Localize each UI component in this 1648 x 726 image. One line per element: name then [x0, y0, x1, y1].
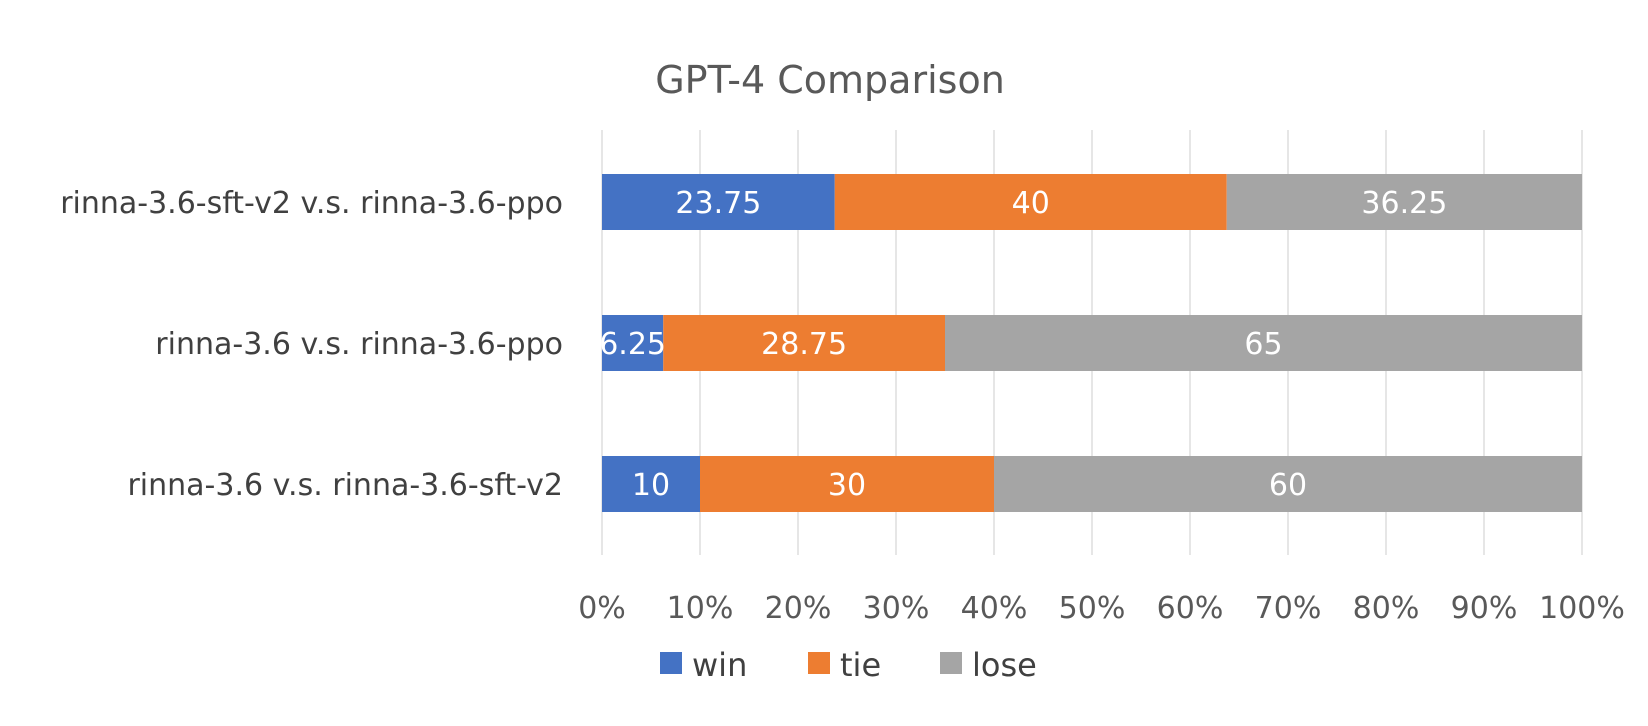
category-label: rinna-3.6-sft-v2 v.s. rinna-3.6-ppo	[60, 186, 563, 221]
bar-segment-lose	[945, 315, 1582, 371]
bar-segment-tie	[663, 315, 945, 371]
legend-swatch-win	[660, 652, 682, 674]
x-tick-label: 90%	[1451, 591, 1518, 626]
x-tick-label: 20%	[765, 591, 832, 626]
category-label: rinna-3.6 v.s. rinna-3.6-sft-v2	[127, 468, 563, 503]
data-label: 10	[632, 468, 670, 503]
x-tick-label: 10%	[667, 591, 734, 626]
x-tick-label: 70%	[1255, 591, 1322, 626]
data-labels: 23.75 40 36.25 6.25 28.75 65 10 30 60	[599, 186, 1447, 503]
x-tick-label: 30%	[863, 591, 930, 626]
chart-title: GPT-4 Comparison	[655, 58, 1005, 102]
x-axis-tick-labels: 0% 10% 20% 30% 40% 50% 60% 70% 80% 90% 100%	[578, 591, 1625, 626]
category-label: rinna-3.6 v.s. rinna-3.6-ppo	[155, 327, 563, 362]
category-labels: rinna-3.6-sft-v2 v.s. rinna-3.6-ppo rinna…	[60, 186, 563, 503]
legend: win tie lose	[660, 646, 1037, 684]
bar-segment-tie	[834, 174, 1227, 230]
bar-segment-win	[602, 456, 700, 512]
bar-segment-lose	[1226, 174, 1582, 230]
bar-segment-tie	[700, 456, 994, 512]
x-tick-label: 40%	[961, 591, 1028, 626]
bar-segment-win	[602, 315, 664, 371]
legend-label-lose: lose	[972, 646, 1037, 684]
legend-label-tie: tie	[840, 646, 881, 684]
legend-label-win: win	[692, 646, 747, 684]
x-tick-label: 60%	[1157, 591, 1224, 626]
x-tick-label: 0%	[578, 591, 626, 626]
x-tick-label: 80%	[1353, 591, 1420, 626]
data-label: 60	[1269, 468, 1307, 503]
data-label: 30	[828, 468, 866, 503]
data-label: 36.25	[1361, 186, 1447, 221]
bar-segment-lose	[994, 456, 1582, 512]
legend-swatch-lose	[940, 652, 962, 674]
bars	[602, 174, 1582, 512]
data-label: 23.75	[675, 186, 761, 221]
x-tick-label: 50%	[1059, 591, 1126, 626]
data-label: 40	[1012, 186, 1050, 221]
data-label: 65	[1244, 327, 1282, 362]
bar-segment-win	[602, 174, 835, 230]
x-tick-label: 100%	[1539, 591, 1625, 626]
legend-swatch-tie	[808, 652, 830, 674]
data-label: 6.25	[599, 327, 666, 362]
data-label: 28.75	[761, 327, 847, 362]
